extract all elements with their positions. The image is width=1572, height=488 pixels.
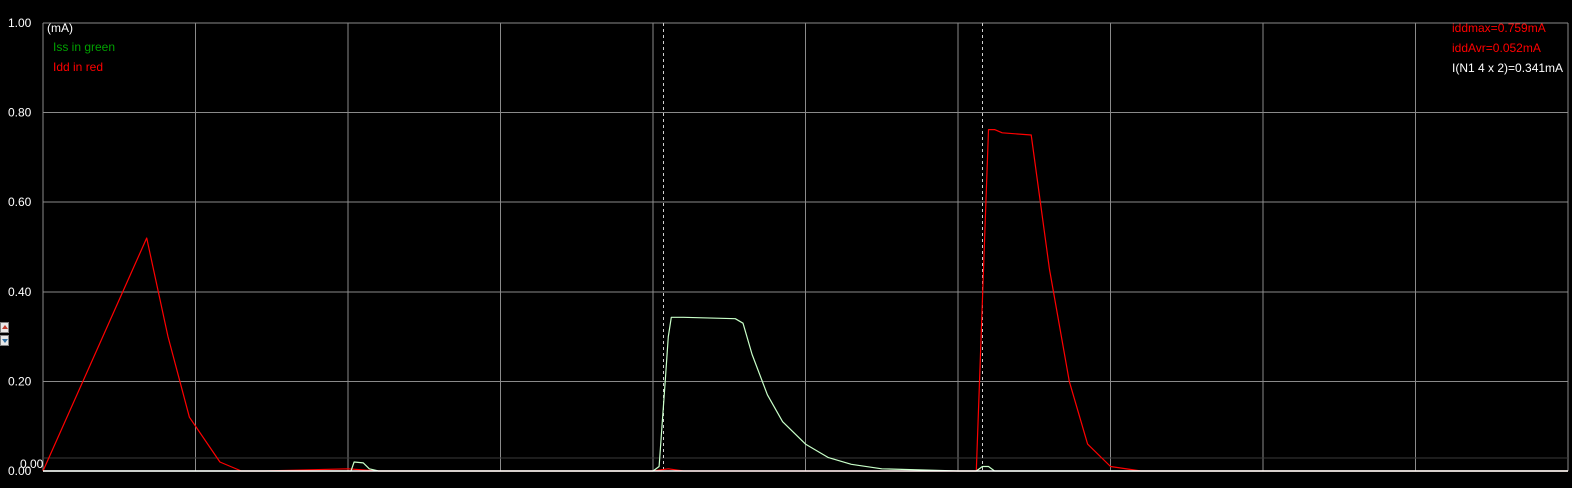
- y-tick-label-5: 1.00: [8, 16, 32, 30]
- y-tick-label-3: 0.60: [8, 195, 32, 209]
- y-tick-label-2: 0.40: [8, 285, 32, 299]
- scale-stepper[interactable]: [0, 322, 10, 348]
- grid: [42, 22, 1569, 472]
- readout-idd-average: iddAvr=0.052mA: [1452, 41, 1541, 55]
- scale-up-button[interactable]: [0, 322, 9, 333]
- legend-iss: Iss in green: [53, 40, 115, 54]
- legend: Iss in green Idd in red: [53, 40, 115, 74]
- arrow-up-icon: [2, 325, 8, 329]
- arrow-down-icon: [2, 339, 8, 343]
- cursors: [663, 23, 983, 471]
- y-axis-ticks: 0.00 0.20 0.40 0.60 0.80 1.00: [8, 16, 32, 478]
- scale-down-button[interactable]: [0, 335, 9, 346]
- secondary-baseline-label: 0.00: [20, 457, 44, 471]
- y-axis-unit-label: (mA): [47, 21, 73, 35]
- y-tick-label-1: 0.20: [8, 374, 32, 388]
- readouts: iddmax=0.759mA iddAvr=0.052mA I(N1 4 x 2…: [1452, 21, 1563, 75]
- legend-idd: Idd in red: [53, 60, 103, 74]
- series: [42, 129, 1568, 472]
- y-tick-label-0: 0.00: [8, 464, 32, 478]
- readout-idd-max: iddmax=0.759mA: [1452, 21, 1546, 35]
- y-tick-label-4: 0.80: [8, 106, 32, 120]
- readout-node-current: I(N1 4 x 2)=0.341mA: [1452, 61, 1563, 75]
